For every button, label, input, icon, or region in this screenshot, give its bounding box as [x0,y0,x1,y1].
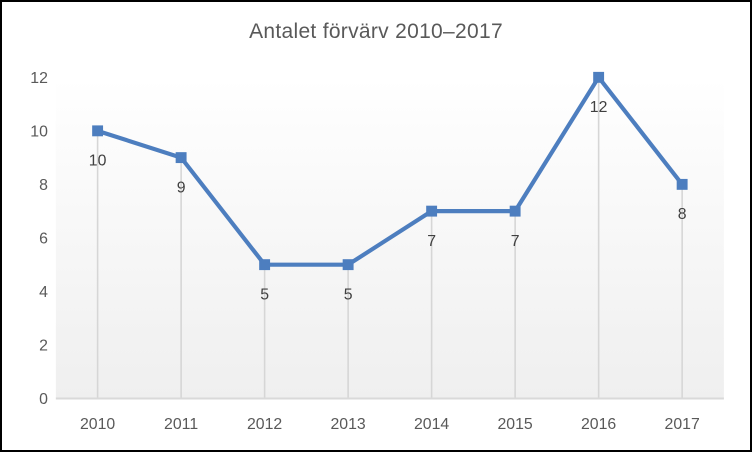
data-point-marker [259,259,271,271]
x-tick-label: 2010 [80,416,115,433]
x-tick-label: 2011 [164,416,198,433]
data-point-marker [593,71,605,83]
x-tick-label: 2014 [414,416,449,433]
data-label: 7 [511,233,520,250]
data-point-marker [342,259,354,271]
series-line [96,73,684,267]
data-label: 12 [590,99,608,116]
y-tick-label: 4 [39,284,48,301]
data-point-marker [509,205,521,217]
y-tick-label: 6 [39,230,48,247]
y-tick-label: 12 [30,70,48,87]
data-label: 8 [678,206,687,223]
data-point-marker [175,152,187,164]
data-point-marker [426,205,438,217]
data-point-marker [676,178,688,190]
data-point-marker [92,125,104,137]
data-label: 10 [89,153,107,170]
x-tick-label: 2015 [498,416,533,433]
data-label: 5 [260,286,269,303]
x-tick-label: 2017 [665,416,700,433]
data-label: 5 [344,286,353,303]
data-label: 9 [177,179,186,196]
data-label: 7 [427,233,436,250]
y-tick-label: 8 [39,177,48,194]
y-tick-label: 2 [39,337,48,354]
chart-title: Antalet förvärv 2010–2017 [249,20,503,43]
x-tick-label: 2012 [247,416,282,433]
x-tick-label: 2016 [581,416,616,433]
x-tick-label: 2013 [330,416,365,433]
y-tick-label: 10 [30,123,48,140]
y-tick-label: 0 [39,391,48,408]
